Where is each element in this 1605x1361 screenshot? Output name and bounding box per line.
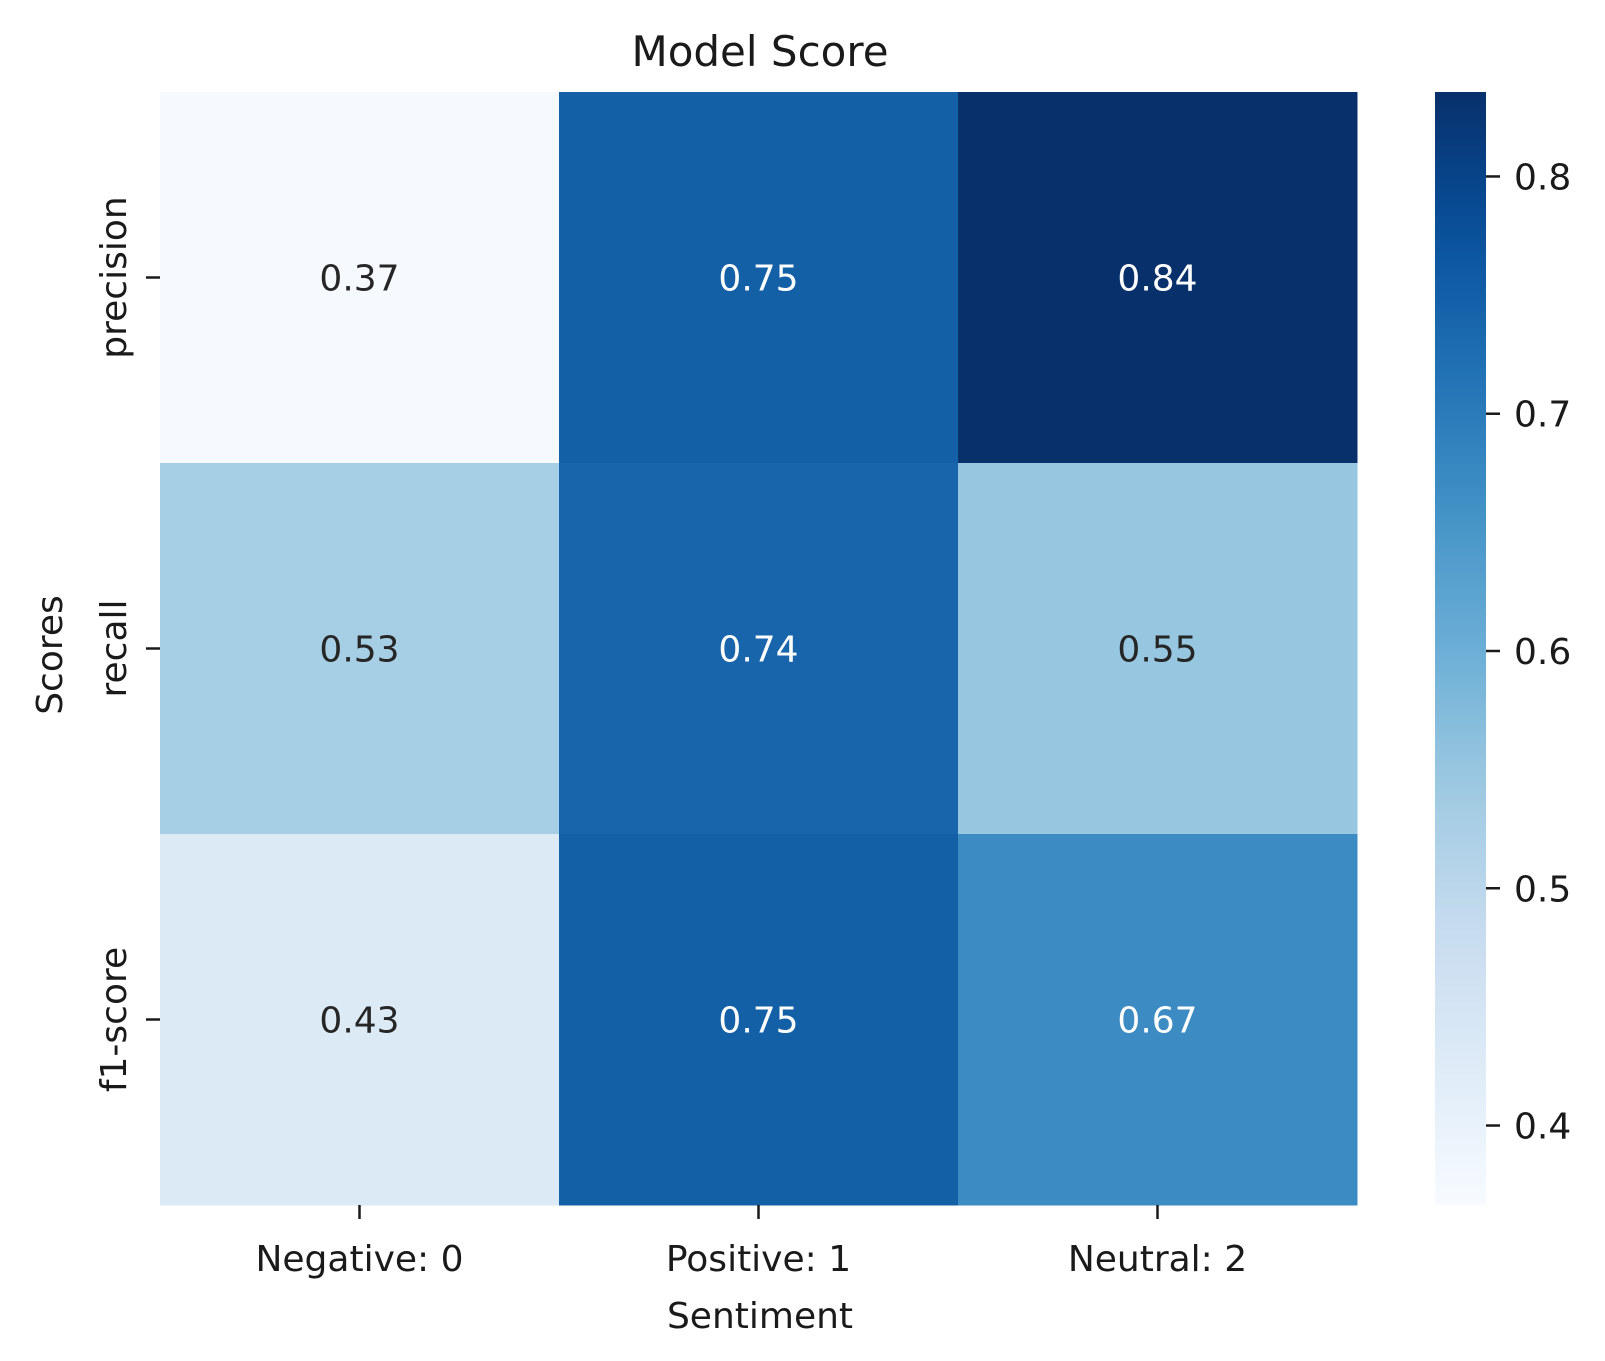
y-tick-label: f1-score xyxy=(94,947,135,1092)
x-tick-label: Negative: 0 xyxy=(255,1239,463,1280)
x-axis: Negative: 0 Positive: 1 Neutral: 2 xyxy=(255,1205,1247,1280)
cell-value-label-0-2: 0.84 xyxy=(1117,259,1197,300)
heatmap-cell-1-0 xyxy=(160,463,560,835)
heatmap-cell-2-1 xyxy=(559,834,959,1206)
colorbar-tick-label: 0.5 xyxy=(1514,869,1571,910)
heatmap-cell-2-0 xyxy=(160,834,560,1206)
cell-value-label-0-1: 0.75 xyxy=(718,259,798,300)
cell-value-label-2-1: 0.75 xyxy=(718,1001,798,1042)
cell-value-label-1-1: 0.74 xyxy=(718,630,798,671)
heatmap-cell-1-2 xyxy=(958,463,1358,835)
heatmap-cell-1-1 xyxy=(559,463,959,835)
y-tick-label: precision xyxy=(94,196,135,358)
cell-value-label-2-2: 0.67 xyxy=(1117,1001,1197,1042)
cell-value-label-1-2: 0.55 xyxy=(1117,630,1197,671)
colorbar: 0.4 0.5 0.6 0.7 0.8 xyxy=(1435,92,1571,1205)
x-tick-label: Positive: 1 xyxy=(666,1239,851,1280)
heatmap-cell-0-0 xyxy=(160,92,560,464)
chart-title: Model Score xyxy=(631,27,888,76)
heatmap-cell-0-2 xyxy=(958,92,1358,464)
cell-value-label-1-0: 0.53 xyxy=(319,630,399,671)
colorbar-tick-label: 0.8 xyxy=(1514,157,1571,198)
cell-value-labels: 0.37 0.75 0.84 0.53 0.74 0.55 0.43 0.75 0.67 xyxy=(319,259,1197,1042)
y-tick-label: recall xyxy=(94,599,135,697)
cell-value-label-0-0: 0.37 xyxy=(319,259,399,300)
y-axis-title: Scores xyxy=(30,595,71,715)
cell-value-label-2-0: 0.43 xyxy=(319,1001,399,1042)
colorbar-tick-label: 0.6 xyxy=(1514,632,1571,673)
x-tick-label: Neutral: 2 xyxy=(1068,1239,1247,1280)
heatmap-cell-2-2 xyxy=(958,834,1358,1206)
y-axis: precision recall f1-score xyxy=(94,196,160,1092)
x-axis-title: Sentiment xyxy=(667,1296,853,1337)
heatmap-cells xyxy=(160,92,1358,1206)
colorbar-tick-label: 0.7 xyxy=(1514,395,1571,436)
heatmap-cell-0-1 xyxy=(559,92,959,464)
colorbar-bar xyxy=(1435,92,1486,1205)
colorbar-tick-label: 0.4 xyxy=(1514,1107,1571,1148)
